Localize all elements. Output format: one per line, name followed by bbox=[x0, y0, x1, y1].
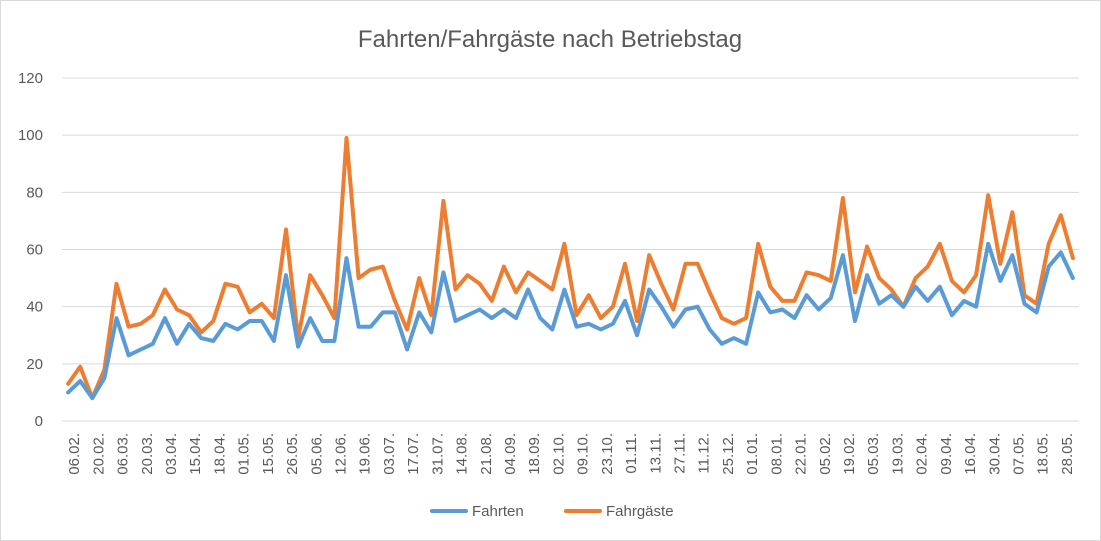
x-tick-label: 02.10. bbox=[550, 433, 567, 475]
x-tick-label: 15.05. bbox=[260, 433, 277, 475]
x-tick-label: 20.03. bbox=[139, 433, 156, 475]
x-tick-label: 01.01. bbox=[744, 433, 761, 475]
x-tick-label: 22.01. bbox=[793, 433, 810, 475]
y-tick-label: 80 bbox=[26, 184, 43, 201]
x-tick-label: 19.02. bbox=[841, 433, 858, 475]
x-tick-label: 05.06. bbox=[308, 433, 325, 475]
legend: Fahrten Fahrgäste bbox=[430, 503, 674, 520]
y-tick-label: 60 bbox=[26, 242, 43, 259]
x-tick-label: 23.10. bbox=[599, 433, 616, 475]
x-tick-label: 14.08. bbox=[454, 433, 471, 475]
x-tick-label: 17.07. bbox=[405, 433, 422, 475]
x-tick-label: 18.05. bbox=[1035, 433, 1052, 475]
x-tick-label: 09.04. bbox=[938, 433, 955, 475]
x-tick-label: 28.05. bbox=[1059, 433, 1076, 475]
x-tick-label: 08.01. bbox=[768, 433, 785, 475]
x-tick-label: 11.12. bbox=[696, 433, 713, 474]
x-tick-label: 20.02. bbox=[90, 433, 107, 475]
y-axis-tick-labels: 0 20 40 60 80 100 120 bbox=[18, 70, 43, 430]
series-line-fahrten bbox=[66, 241, 1075, 401]
y-tick-label: 0 bbox=[35, 413, 43, 430]
x-tick-label: 27.11. bbox=[671, 433, 688, 474]
x-tick-label: 25.12. bbox=[720, 433, 737, 475]
x-tick-label: 13.11. bbox=[647, 433, 664, 474]
x-tick-label: 04.09. bbox=[502, 433, 519, 475]
x-tick-label: 21.08. bbox=[478, 433, 495, 475]
legend-label: Fahrgäste bbox=[606, 503, 674, 520]
y-tick-label: 40 bbox=[26, 299, 43, 316]
legend-label: Fahrten bbox=[472, 503, 524, 520]
x-tick-label: 19.03. bbox=[889, 433, 906, 475]
x-tick-label: 05.02. bbox=[817, 433, 834, 475]
x-tick-label: 18.09. bbox=[526, 433, 543, 475]
series-lines bbox=[66, 136, 1075, 401]
x-tick-label: 30.04. bbox=[986, 433, 1003, 475]
x-tick-label: 26.05. bbox=[284, 433, 301, 475]
series-line-fahrgaeste bbox=[66, 136, 1075, 401]
gridlines bbox=[62, 77, 1079, 422]
chart-title: Fahrten/Fahrgäste nach Betriebstag bbox=[358, 26, 742, 53]
y-tick-label: 100 bbox=[18, 127, 43, 144]
x-tick-label: 16.04. bbox=[962, 433, 979, 475]
y-tick-label: 20 bbox=[26, 356, 43, 373]
x-tick-label: 03.04. bbox=[163, 433, 180, 475]
x-tick-label: 03.07. bbox=[381, 433, 398, 475]
x-tick-label: 01.05. bbox=[236, 433, 253, 475]
x-tick-label: 12.06. bbox=[332, 433, 349, 475]
x-tick-label: 07.05. bbox=[1010, 433, 1027, 475]
x-tick-label: 02.04. bbox=[914, 433, 931, 475]
x-tick-label: 18.04. bbox=[211, 433, 228, 475]
x-tick-label: 06.03. bbox=[115, 433, 132, 475]
y-tick-label: 120 bbox=[18, 70, 43, 87]
x-tick-label: 15.04. bbox=[187, 433, 204, 475]
x-tick-label: 09.10. bbox=[575, 433, 592, 475]
x-tick-label: 06.02. bbox=[66, 433, 83, 475]
x-tick-label: 05.03. bbox=[865, 433, 882, 475]
x-tick-label: 19.06. bbox=[357, 433, 374, 475]
x-tick-label: 01.11. bbox=[623, 433, 640, 474]
x-axis-tick-labels: 06.02. 20.02. 06.03. 20.03. 03.04. 15.04. 18.0… bbox=[66, 433, 1076, 475]
x-tick-label: 31.07. bbox=[429, 433, 446, 475]
